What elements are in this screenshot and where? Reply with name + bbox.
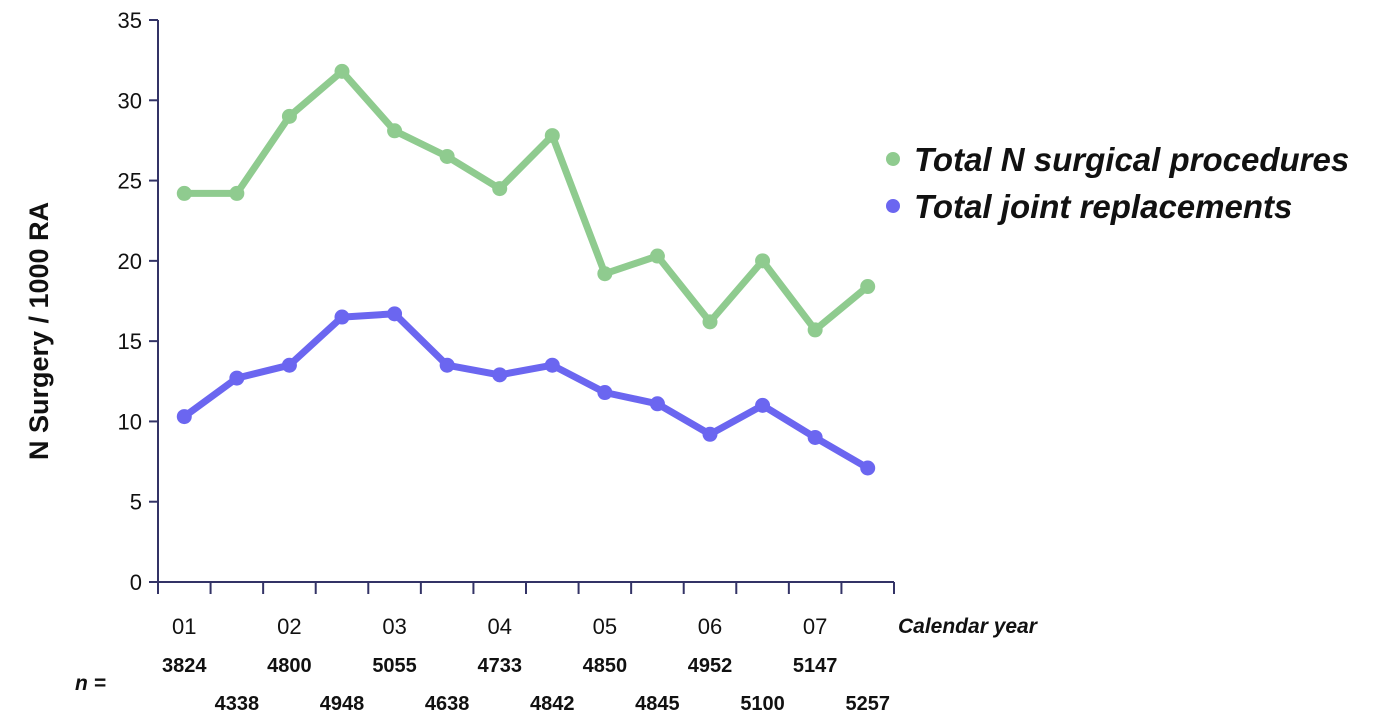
data-point (281, 108, 297, 124)
data-point (702, 314, 718, 330)
n-value-label: 4338 (215, 693, 260, 714)
n-value-label: 4948 (320, 693, 365, 714)
x-tick-label: 05 (593, 614, 617, 639)
y-tick-label: 30 (118, 88, 142, 113)
n-value-label: 5147 (793, 655, 838, 677)
x-tick-label: 02 (277, 614, 301, 639)
data-point (176, 185, 192, 201)
legend-marker (886, 152, 900, 166)
n-value-label: 4952 (688, 655, 733, 677)
y-tick-label: 20 (118, 249, 142, 274)
n-value-label: 4733 (477, 655, 522, 677)
data-point (334, 309, 350, 325)
y-tick-label: 15 (118, 329, 142, 354)
x-tick-label: 07 (803, 614, 827, 639)
n-value-label: 5055 (372, 655, 417, 677)
data-point (860, 460, 876, 476)
n-value-label: 4850 (583, 655, 628, 677)
x-tick-label: 03 (382, 614, 406, 639)
x-tick-label: 04 (487, 614, 511, 639)
x-axis-title: Calendar year (898, 615, 1039, 638)
data-point (755, 397, 771, 413)
y-tick-label: 5 (130, 490, 142, 515)
data-point (544, 128, 560, 144)
series-2 (176, 306, 876, 476)
data-point (544, 357, 560, 373)
legend-item: Total joint replacements (886, 188, 1292, 225)
data-point (755, 253, 771, 269)
y-tick-label: 35 (118, 8, 142, 33)
legend-label: Total joint replacements (914, 188, 1292, 225)
data-point (281, 357, 297, 373)
data-point (439, 357, 455, 373)
legend-marker (886, 199, 900, 213)
data-point (649, 248, 665, 264)
data-point (807, 322, 823, 338)
series-line (180, 310, 872, 472)
data-point (492, 181, 508, 197)
n-value-label: 4845 (635, 693, 680, 714)
x-tick-label: 01 (172, 614, 196, 639)
data-point (807, 429, 823, 445)
x-tick-label: 06 (698, 614, 722, 639)
data-point (229, 370, 245, 386)
n-value-label: 3824 (162, 655, 207, 677)
data-point (334, 63, 350, 79)
legend: Total N surgical procedures Total joint r… (886, 141, 1349, 225)
n-value-label: 4800 (267, 655, 312, 677)
data-point (229, 185, 245, 201)
y-tick-label: 0 (130, 570, 142, 595)
series-line (180, 67, 872, 334)
n-value-label: 5100 (740, 693, 785, 714)
data-point (387, 123, 403, 139)
data-point (860, 279, 876, 295)
y-tick-label: 25 (118, 169, 142, 194)
data-point (597, 385, 613, 401)
series-layer (176, 63, 876, 476)
data-point (702, 426, 718, 442)
data-point (439, 148, 455, 164)
legend-item: Total N surgical procedures (886, 141, 1349, 178)
y-axis-title: N Surgery / 1000 RA (24, 202, 54, 460)
n-value-label: 5257 (845, 693, 890, 714)
n-label: n = (75, 672, 106, 695)
series-1 (176, 63, 876, 338)
data-point (176, 409, 192, 425)
n-value-label: 4638 (425, 693, 470, 714)
n-value-label: 4842 (530, 693, 575, 714)
data-point (597, 266, 613, 282)
data-point (492, 367, 508, 383)
data-point (387, 306, 403, 322)
data-point (649, 396, 665, 412)
legend-label: Total N surgical procedures (914, 141, 1349, 178)
y-tick-label: 10 (118, 409, 142, 434)
